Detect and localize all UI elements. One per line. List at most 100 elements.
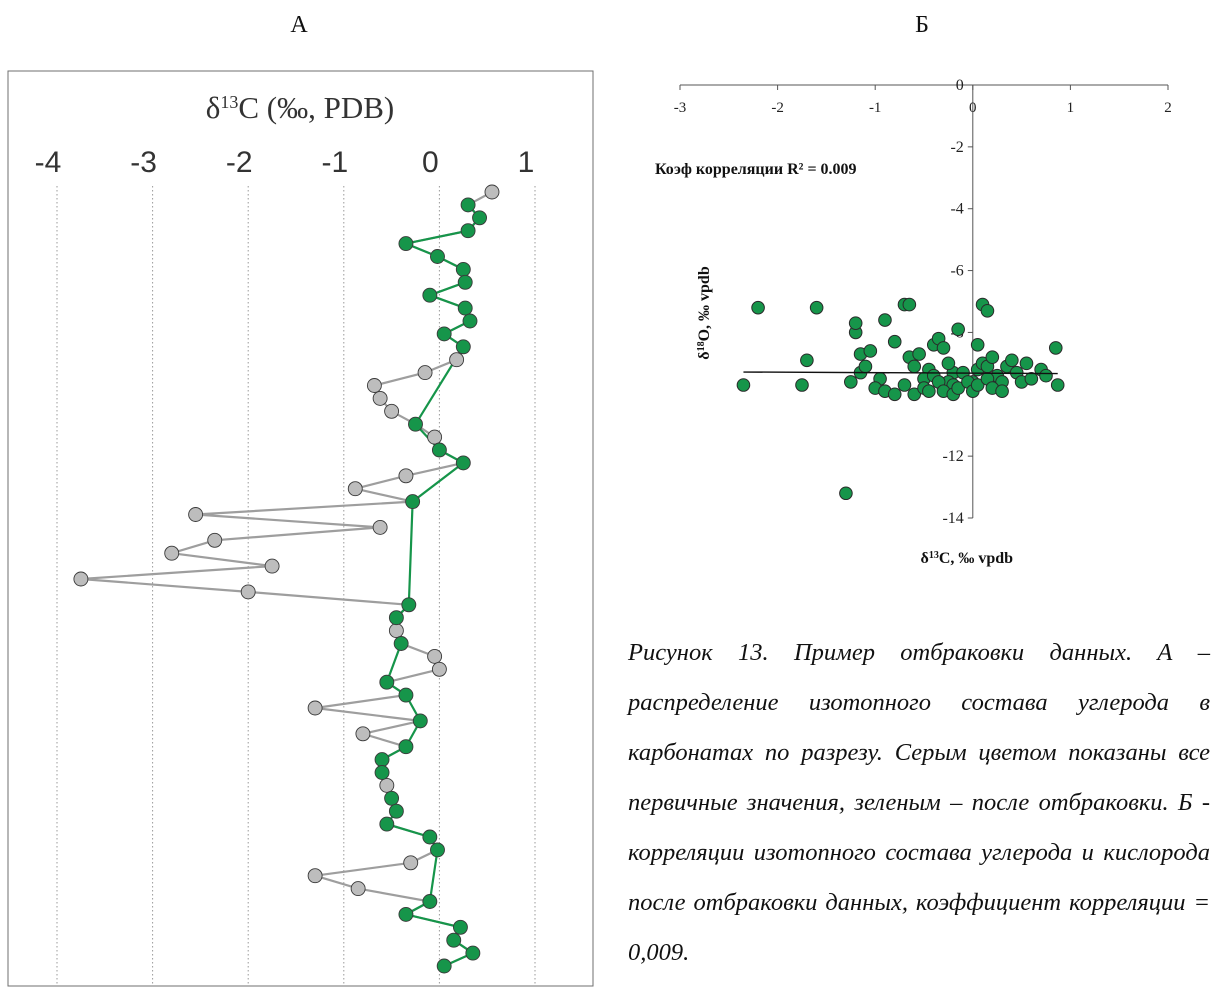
- panel-a-point-green: [412, 713, 428, 729]
- panel-a-point-green: [431, 442, 447, 458]
- panel-b-point: [970, 338, 985, 352]
- panel-a-point-green: [374, 765, 390, 780]
- panel-a-point-green: [398, 687, 414, 703]
- panel-b-y-tick-label: -14: [942, 510, 963, 527]
- panel-a-point-green: [460, 197, 476, 213]
- panel-b-point: [858, 359, 873, 374]
- panel-b-y-tick-label: 0: [956, 77, 964, 94]
- panel-b-point: [1039, 368, 1053, 383]
- panel-a-point-green: [388, 803, 404, 819]
- panel-a-point-gray: [188, 507, 204, 522]
- panel-a-point-green: [388, 610, 404, 626]
- panel-letter-b: Б: [915, 12, 929, 38]
- panel-a-point-gray: [372, 519, 388, 535]
- panel-b-point: [863, 344, 878, 358]
- panel-b-x-tick-label: -1: [869, 100, 882, 116]
- panel-a-point-gray: [240, 584, 256, 600]
- panel-a-title-prefix: δ: [206, 90, 221, 125]
- panel-b-point: [839, 486, 853, 501]
- panel-a-frame: [7, 70, 594, 987]
- panel-b-point: [897, 378, 912, 392]
- panel-a-tick-label: -3: [130, 146, 157, 179]
- panel-a-point-gray: [350, 881, 366, 897]
- panel-a-point-green: [465, 945, 481, 961]
- panel-b-point: [912, 347, 926, 361]
- panel-b-point: [995, 384, 1009, 398]
- panel-a-point-gray: [73, 571, 89, 587]
- panel-b-y-axis-label: δ18O, ‰ vpdb: [696, 266, 714, 360]
- panel-a-point-green: [384, 790, 400, 806]
- panel-b-point: [848, 316, 863, 330]
- panel-b-point: [985, 350, 1000, 364]
- panel-a-point-gray: [403, 855, 419, 871]
- panel-a-point-gray: [427, 429, 443, 445]
- panel-b-point: [1019, 356, 1034, 371]
- panel-b-x-tick-label: 1: [1067, 100, 1075, 116]
- panel-a-point-gray: [427, 648, 443, 664]
- panel-a-tick-label: 0: [422, 146, 439, 179]
- panel-a-point-green: [422, 287, 438, 303]
- panel-b-y-axis-label-prefix: δ: [696, 351, 713, 359]
- panel-b-y-tick-label: -12: [942, 448, 963, 465]
- panel-a-point-green: [436, 958, 452, 974]
- panel-b-point: [1005, 353, 1019, 368]
- panel-a-point-gray: [307, 868, 323, 884]
- panel-a-point-green: [457, 274, 473, 290]
- panel-b-point: [887, 334, 902, 349]
- panel-b-point: [907, 359, 922, 374]
- panel-b-point: [902, 297, 917, 312]
- panel-a-point-gray: [164, 545, 180, 561]
- panel-a-point-gray: [384, 403, 400, 419]
- panel-a-point-gray: [398, 468, 414, 484]
- panel-b-point: [795, 378, 809, 392]
- panel-a-point-gray: [431, 661, 447, 677]
- panel-a-point-gray: [379, 777, 395, 793]
- panel-b-x-tick-label: 2: [1164, 100, 1172, 116]
- panel-b-y-axis-label-superscript: 18: [696, 341, 707, 351]
- panel-a-point-green: [422, 829, 438, 845]
- panel-b-point: [800, 353, 814, 368]
- panel-a-point-green: [430, 249, 445, 264]
- panel-a-point-green: [452, 919, 468, 935]
- panel-b-point: [907, 387, 922, 402]
- panel-a-point-gray: [264, 558, 280, 574]
- panel-a-point-green: [472, 210, 488, 226]
- panel-b-trendline: [743, 371, 1058, 375]
- panel-a-point-green: [379, 674, 395, 690]
- panel-a-point-green: [379, 816, 395, 832]
- panel-b-point: [970, 378, 985, 392]
- panel-b-correlation-annotation: Коэф корреляции R² = 0.009: [655, 161, 857, 178]
- panel-a-point-gray: [388, 623, 404, 639]
- panel-a-point-green: [398, 739, 414, 755]
- panel-a-point-green: [455, 261, 471, 277]
- panel-b-point: [844, 375, 858, 389]
- panel-b-point: [809, 300, 824, 315]
- panel-a-point-green: [436, 326, 452, 342]
- panel-b-point: [936, 341, 951, 355]
- panel-a-point-green: [398, 906, 414, 922]
- panel-a-tick-label: -4: [35, 146, 62, 179]
- panel-a-tick-label: 1: [518, 146, 535, 179]
- panel-a-tick-label: -1: [321, 146, 348, 179]
- panel-b-y-axis-label-suffix: O, ‰ vpdb: [696, 266, 713, 341]
- panel-a-title-superscript: 13: [220, 92, 238, 112]
- panel-b-point: [951, 381, 965, 395]
- panel-b-x-axis-label: δ13C, ‰ vpdb: [921, 550, 1014, 568]
- panel-b-point: [951, 322, 965, 337]
- panel-b-y-tick-label: -2: [950, 139, 963, 156]
- panel-a-point-gray: [307, 700, 323, 716]
- panel-a-chart: δ13C (‰, PDB) -4 -3 -2 -1 0 1: [7, 70, 594, 987]
- figure-caption: Рисунок 13. Пример отбраковки данных. А …: [628, 628, 1210, 978]
- panel-a-point-gray: [372, 390, 388, 406]
- panel-b-x-axis-label-suffix: C, ‰ vpdb: [939, 550, 1013, 567]
- panel-a-title-suffix: C (‰, PDB): [238, 90, 394, 125]
- panel-a-point-gray: [417, 365, 433, 381]
- panel-letter-a: А: [290, 12, 308, 38]
- panel-a-point-gray: [449, 352, 465, 368]
- panel-a-point-green: [446, 932, 462, 948]
- panel-b-x-tick-label: -3: [674, 100, 687, 116]
- panel-a-point-green: [374, 752, 390, 768]
- panel-b-point: [1024, 372, 1039, 386]
- panel-b-point: [887, 387, 902, 402]
